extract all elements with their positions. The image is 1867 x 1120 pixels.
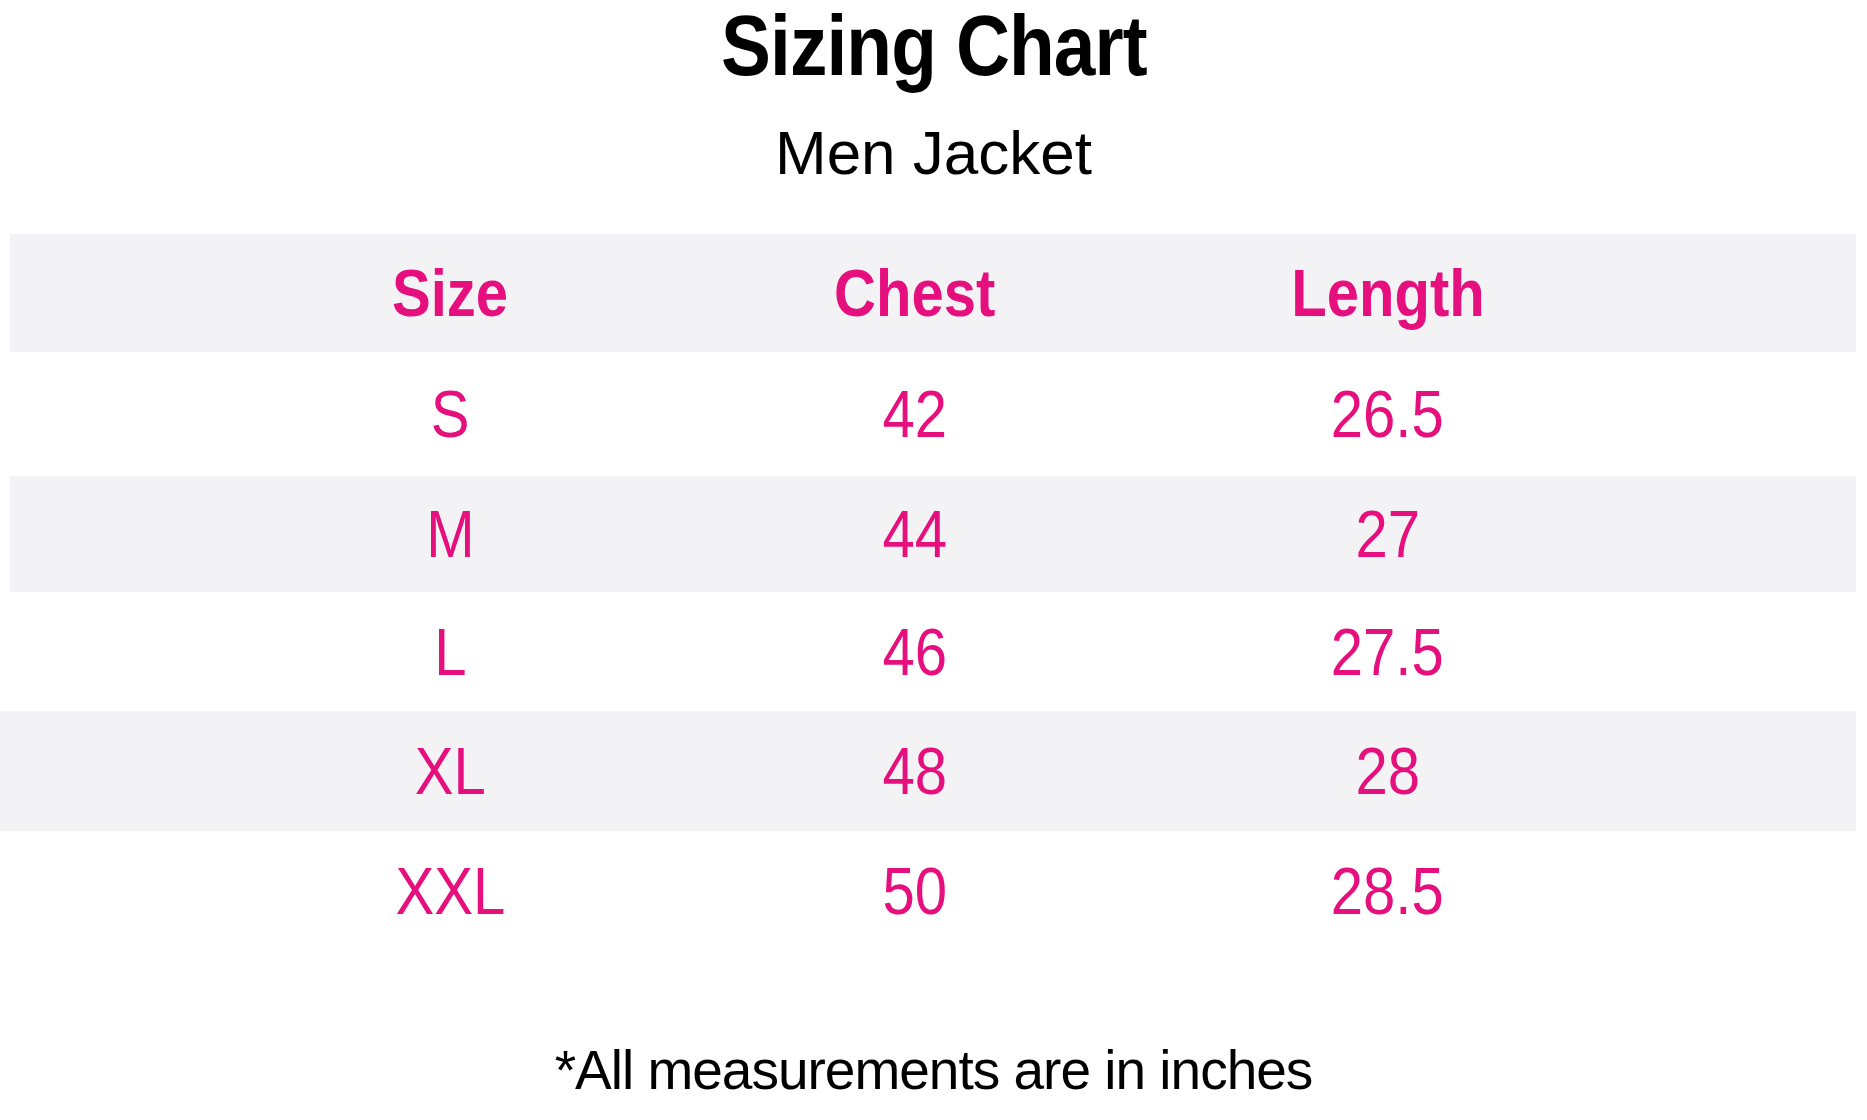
table-row-xxl: XXL 50 28.5 [0, 831, 1867, 950]
table-header-row: Size Chest Length [0, 234, 1867, 352]
table-row-xl: XL 48 28 [0, 711, 1867, 831]
length-cell: 28 [1145, 738, 1630, 804]
column-header-size: Size [215, 260, 685, 326]
chest-cell: 48 [685, 738, 1145, 804]
size-cell: M [215, 501, 685, 567]
size-cell: XXL [215, 858, 685, 924]
size-cell: L [215, 619, 685, 685]
footnote: *All measurements are in inches [0, 1043, 1867, 1098]
chest-cell: 46 [685, 619, 1145, 685]
length-cell: 27.5 [1145, 619, 1630, 685]
length-cell: 27 [1145, 501, 1630, 567]
table-row-s: S 42 26.5 [0, 352, 1867, 476]
chest-cell: 42 [685, 381, 1145, 447]
page-title-text: Sizing Chart [721, 3, 1147, 88]
table-row-l: L 46 27.5 [0, 592, 1867, 711]
chest-cell: 50 [685, 858, 1145, 924]
page-title: Sizing Chart [0, 3, 1867, 88]
length-cell: 28.5 [1145, 858, 1630, 924]
page-subtitle-text: Men Jacket [775, 118, 1092, 187]
size-cell: XL [215, 738, 685, 804]
table-row-m: M 44 27 [0, 476, 1867, 592]
size-cell: S [215, 381, 685, 447]
footnote-text: *All measurements are in inches [555, 1039, 1313, 1101]
column-header-chest: Chest [685, 260, 1145, 326]
sizing-table: Size Chest Length S 42 26.5 M 44 27 L [0, 234, 1867, 950]
page-subtitle: Men Jacket [0, 122, 1867, 184]
chest-cell: 44 [685, 501, 1145, 567]
length-cell: 26.5 [1145, 381, 1630, 447]
column-header-length: Length [1145, 260, 1630, 326]
sizing-chart-page: Sizing Chart Men Jacket Size Chest Lengt… [0, 0, 1867, 1120]
